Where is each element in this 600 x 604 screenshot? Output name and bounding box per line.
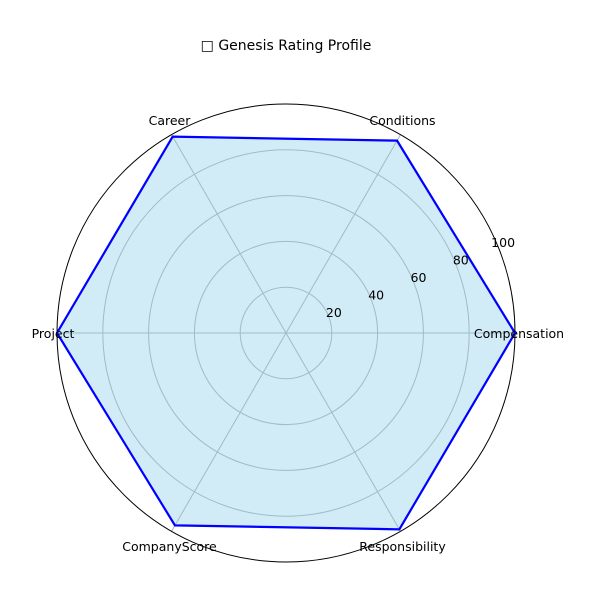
spoke-career bbox=[171, 134, 287, 334]
axis-label-project: Project bbox=[32, 326, 75, 341]
axis-label-career: Career bbox=[149, 113, 192, 128]
axis-label-companyscore: CompanyScore bbox=[122, 539, 217, 554]
axis-labels: Compensation Conditions Career Project Compa… bbox=[32, 113, 565, 554]
spoke-conditions bbox=[285, 134, 401, 334]
spoke-responsibility bbox=[285, 332, 401, 532]
axis-label-conditions: Conditions bbox=[369, 113, 435, 128]
axis-label-compensation: Compensation bbox=[474, 326, 564, 341]
series-area bbox=[57, 136, 515, 530]
spoke-companyscore bbox=[171, 332, 287, 532]
radar-series bbox=[55, 135, 517, 531]
chart-title: □ Genesis Rating Profile bbox=[201, 38, 372, 54]
series-line bbox=[55, 135, 517, 531]
tick-label-100: 100 bbox=[491, 235, 515, 250]
tick-label-80: 80 bbox=[453, 253, 469, 268]
tick-label-20: 20 bbox=[326, 305, 342, 320]
tick-label-40: 40 bbox=[368, 288, 384, 303]
radial-tick-labels: 20 40 60 80 100 bbox=[326, 235, 515, 320]
axis-label-responsibility: Responsibility bbox=[359, 539, 446, 554]
tick-label-60: 60 bbox=[411, 270, 427, 285]
